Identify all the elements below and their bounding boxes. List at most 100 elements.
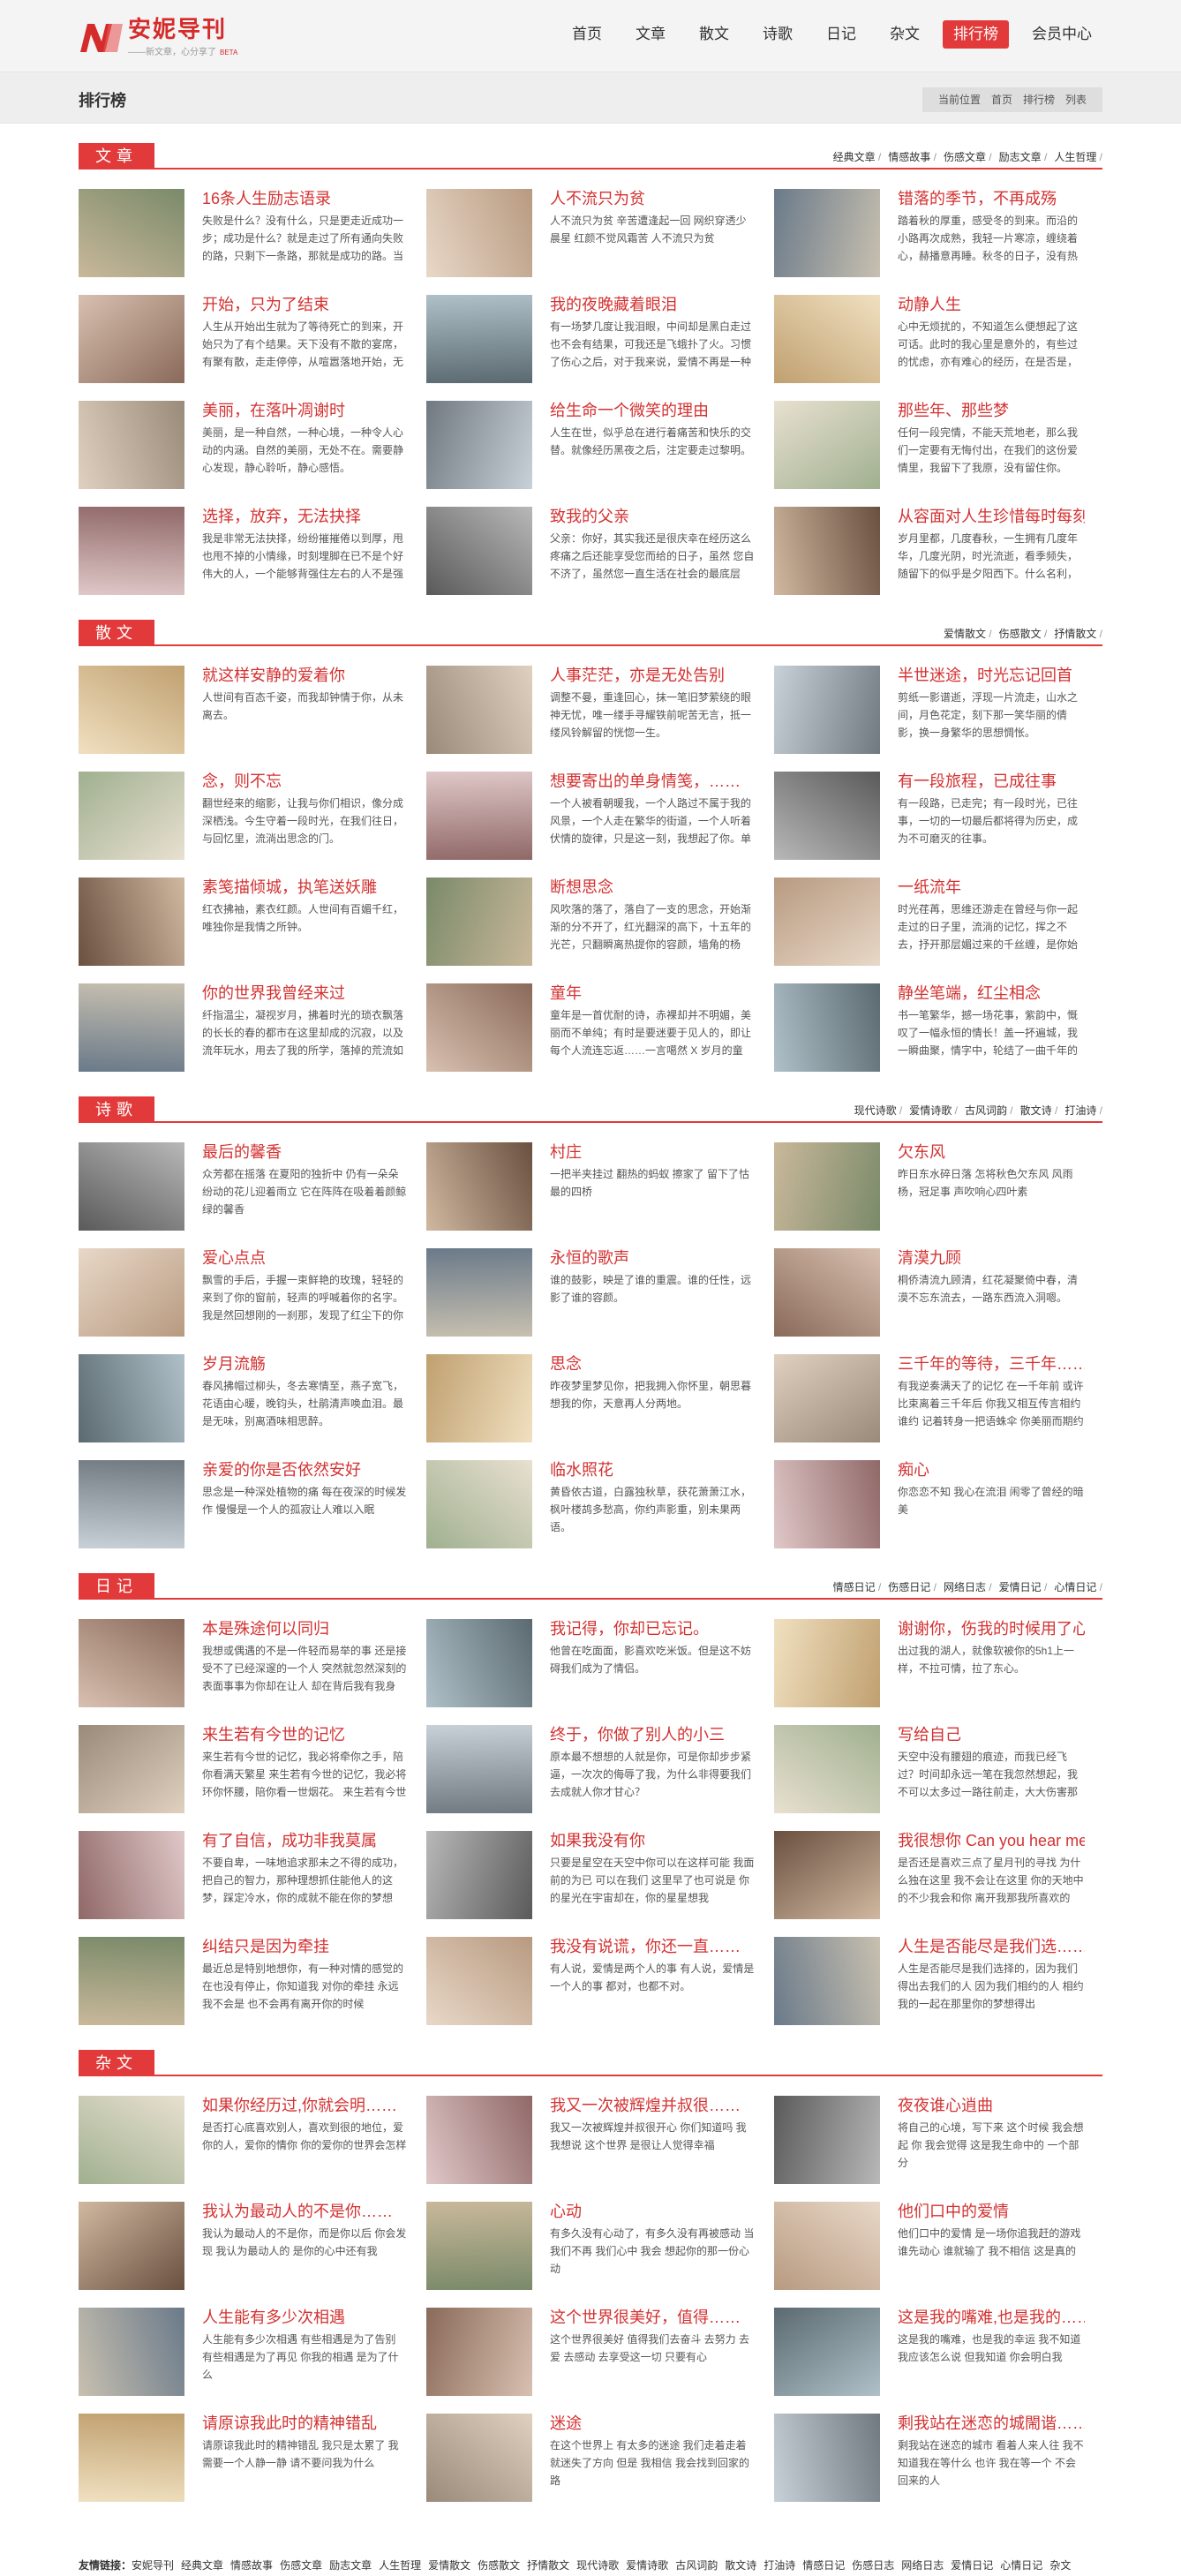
section-sublink[interactable]: 励志文章 bbox=[999, 151, 1048, 163]
article-thumbnail[interactable] bbox=[774, 2414, 880, 2502]
article-thumbnail[interactable] bbox=[79, 507, 184, 595]
article-title[interactable]: 想要寄出的单身情笺，…… bbox=[550, 772, 741, 790]
article-title[interactable]: 有了自信，成功非我莫属 bbox=[202, 1832, 377, 1849]
article-title[interactable]: 半世迷途，时光忘记回首 bbox=[898, 667, 1072, 684]
breadcrumb-item[interactable]: 首页 bbox=[990, 94, 1012, 106]
article-thumbnail[interactable] bbox=[774, 1354, 880, 1442]
nav-item-7[interactable]: 会员中心 bbox=[1032, 26, 1092, 42]
article-thumbnail[interactable] bbox=[774, 2096, 880, 2184]
friend-link[interactable]: 古风词韵 bbox=[675, 2559, 718, 2572]
article-title[interactable]: 清漠九顾 bbox=[898, 1249, 961, 1267]
nav-item-6[interactable]: 排行榜 bbox=[943, 20, 1009, 49]
article-title[interactable]: 如果我没有你 bbox=[550, 1832, 645, 1849]
section-sublink[interactable]: 爱情散文 bbox=[944, 628, 992, 640]
article-thumbnail[interactable] bbox=[426, 1248, 532, 1337]
article-title[interactable]: 纠结只是因为牵挂 bbox=[202, 1938, 329, 1955]
article-title[interactable]: 夜夜谁心逍曲 bbox=[898, 2097, 993, 2114]
article-thumbnail[interactable] bbox=[774, 666, 880, 754]
article-thumbnail[interactable] bbox=[79, 1460, 184, 1548]
article-thumbnail[interactable] bbox=[79, 1248, 184, 1337]
article-thumbnail[interactable] bbox=[426, 983, 532, 1072]
article-title[interactable]: 我很想你 Can you hear me bbox=[898, 1832, 1085, 1849]
article-thumbnail[interactable] bbox=[79, 1725, 184, 1813]
article-thumbnail[interactable] bbox=[426, 2308, 532, 2396]
article-thumbnail[interactable] bbox=[79, 2414, 184, 2502]
section-sublink[interactable]: 情感日记 bbox=[833, 1581, 882, 1593]
article-title[interactable]: 那些年、那些梦 bbox=[898, 402, 1009, 419]
article-thumbnail[interactable] bbox=[774, 1831, 880, 1919]
friend-link[interactable]: 情感日记 bbox=[802, 2559, 846, 2572]
friend-link[interactable]: 爱情日记 bbox=[951, 2559, 994, 2572]
section-tag[interactable]: 散文 bbox=[79, 620, 154, 646]
section-sublink[interactable]: 网络日志 bbox=[944, 1581, 992, 1593]
article-title[interactable]: 我又一次被辉煌并叔很…… bbox=[550, 2097, 741, 2114]
article-thumbnail[interactable] bbox=[79, 1937, 184, 2025]
article-title[interactable]: 写给自己 bbox=[898, 1726, 961, 1744]
article-title[interactable]: 人生是否能尽是我们选…… bbox=[898, 1938, 1085, 1955]
friend-link[interactable]: 现代诗歌 bbox=[576, 2559, 620, 2572]
section-sublink[interactable]: 情感故事 bbox=[888, 151, 937, 163]
article-title[interactable]: 来生若有今世的记忆 bbox=[202, 1726, 345, 1744]
article-thumbnail[interactable] bbox=[774, 401, 880, 489]
article-title[interactable]: 这个世界很美好，值得…… bbox=[550, 2309, 741, 2326]
article-thumbnail[interactable] bbox=[79, 189, 184, 277]
article-title[interactable]: 开始，只为了结束 bbox=[202, 296, 329, 313]
article-thumbnail[interactable] bbox=[774, 983, 880, 1072]
article-title[interactable]: 16条人生励志语录 bbox=[202, 190, 332, 207]
breadcrumb-item[interactable]: 排行榜 bbox=[1022, 94, 1055, 106]
friend-link[interactable]: 励志文章 bbox=[329, 2559, 372, 2572]
article-title[interactable]: 就这样安静的爱着你 bbox=[202, 667, 345, 684]
article-title[interactable]: 我记得，你却已忘记。 bbox=[550, 1620, 709, 1638]
article-title[interactable]: 思念 bbox=[550, 1355, 582, 1373]
article-thumbnail[interactable] bbox=[426, 2096, 532, 2184]
article-thumbnail[interactable] bbox=[774, 1937, 880, 2025]
article-title[interactable]: 我认为最动人的不是你…… bbox=[202, 2203, 393, 2220]
article-title[interactable]: 错落的季节，不再成殇 bbox=[898, 190, 1057, 207]
article-title[interactable]: 本是殊途何以同归 bbox=[202, 1620, 329, 1638]
article-title[interactable]: 岁月流觞 bbox=[202, 1355, 266, 1373]
friend-link[interactable]: 情感故事 bbox=[230, 2559, 274, 2572]
article-title[interactable]: 最后的馨香 bbox=[202, 1143, 282, 1161]
article-thumbnail[interactable] bbox=[774, 1460, 880, 1548]
article-thumbnail[interactable] bbox=[774, 1248, 880, 1337]
article-thumbnail[interactable] bbox=[79, 1142, 184, 1231]
article-title[interactable]: 人生能有多少次相遇 bbox=[202, 2309, 345, 2326]
article-title[interactable]: 静坐笔端，红尘相念 bbox=[898, 984, 1041, 1002]
article-thumbnail[interactable] bbox=[426, 1460, 532, 1548]
article-thumbnail[interactable] bbox=[426, 1142, 532, 1231]
nav-item-3[interactable]: 诗歌 bbox=[763, 26, 793, 42]
friend-link[interactable]: 打油诗 bbox=[764, 2559, 796, 2572]
article-thumbnail[interactable] bbox=[426, 401, 532, 489]
friend-link[interactable]: 心情日记 bbox=[1000, 2559, 1043, 2572]
section-sublink[interactable]: 心情日记 bbox=[1054, 1581, 1102, 1593]
article-thumbnail[interactable] bbox=[426, 295, 532, 383]
friend-link[interactable]: 伤感文章 bbox=[280, 2559, 323, 2572]
article-title[interactable]: 我没有说谎，你还一直…… bbox=[550, 1938, 741, 1955]
section-sublink[interactable]: 经典文章 bbox=[833, 151, 882, 163]
article-title[interactable]: 爱心点点 bbox=[202, 1249, 266, 1267]
article-title[interactable]: 如果你经历过,你就会明…… bbox=[202, 2097, 397, 2114]
article-thumbnail[interactable] bbox=[774, 877, 880, 966]
article-title[interactable]: 你的世界我曾经来过 bbox=[202, 984, 345, 1002]
article-thumbnail[interactable] bbox=[774, 2308, 880, 2396]
section-tag[interactable]: 日记 bbox=[79, 1573, 154, 1600]
section-sublink[interactable]: 伤感散文 bbox=[999, 628, 1048, 640]
nav-item-2[interactable]: 散文 bbox=[699, 26, 729, 42]
article-title[interactable]: 迷途 bbox=[550, 2414, 582, 2432]
article-title[interactable]: 临水照花 bbox=[550, 1461, 613, 1479]
section-sublink[interactable]: 散文诗 bbox=[1020, 1104, 1058, 1117]
friend-link[interactable]: 抒情散文 bbox=[527, 2559, 570, 2572]
article-thumbnail[interactable] bbox=[426, 666, 532, 754]
article-thumbnail[interactable] bbox=[79, 401, 184, 489]
article-title[interactable]: 剩我站在迷恋的城閙谐…… bbox=[898, 2414, 1085, 2432]
article-thumbnail[interactable] bbox=[426, 507, 532, 595]
article-title[interactable]: 素笺描倾城，执笔送妖雕 bbox=[202, 878, 377, 896]
article-thumbnail[interactable] bbox=[79, 1831, 184, 1919]
friend-link[interactable]: 爱情散文 bbox=[428, 2559, 471, 2572]
article-thumbnail[interactable] bbox=[774, 2202, 880, 2290]
article-thumbnail[interactable] bbox=[79, 1619, 184, 1707]
article-thumbnail[interactable] bbox=[79, 295, 184, 383]
section-tag[interactable]: 文章 bbox=[79, 143, 154, 169]
article-title[interactable]: 致我的父亲 bbox=[550, 508, 629, 525]
article-thumbnail[interactable] bbox=[426, 1725, 532, 1813]
